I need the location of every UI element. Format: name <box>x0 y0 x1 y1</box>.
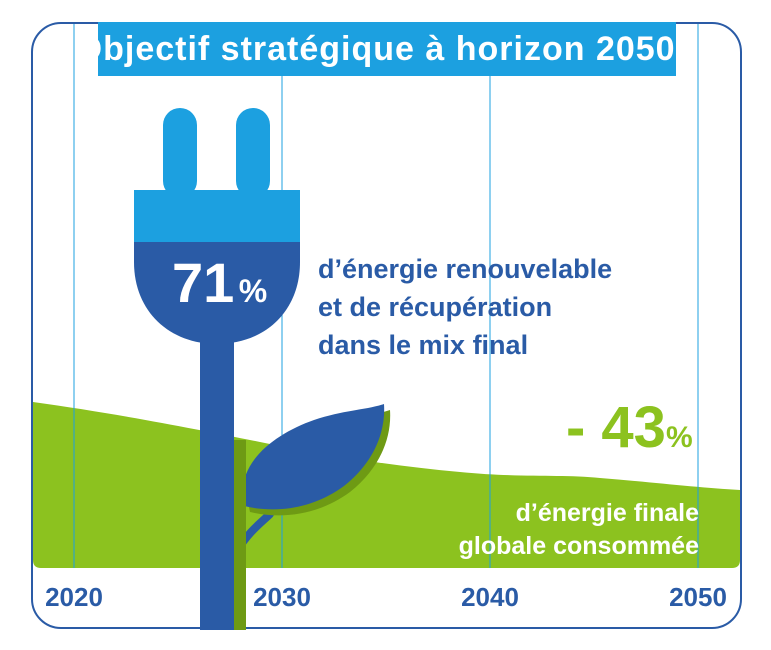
consumption-label-line: globale consommée <box>458 532 699 560</box>
tick-label-2040: 2040 <box>461 582 519 612</box>
consumption-unit: % <box>665 421 693 454</box>
renewable-number: 71 <box>172 251 235 314</box>
consumption-value: - 43% <box>566 394 693 461</box>
renewable-unit: % <box>238 273 268 309</box>
consumption-number: - 43 <box>566 395 666 460</box>
consumption-label: d’énergie finale globale consommée <box>459 497 699 563</box>
renewable-label-line: dans le mix final <box>318 330 529 360</box>
tick-label-2020: 2020 <box>45 582 103 612</box>
renewable-label-line: d’énergie renouvelable <box>318 254 613 284</box>
renewable-label-line: et de récupération <box>318 292 553 322</box>
cable-shadow <box>232 440 246 630</box>
consumption-label-line: d’énergie finale <box>515 499 699 527</box>
renewable-label: d’énergie renouvelable et de récupératio… <box>318 250 618 364</box>
plug-icon <box>134 108 300 630</box>
tick-label-2030: 2030 <box>253 582 311 612</box>
page-title: Objectif stratégique à horizon 2050 : <box>76 22 697 76</box>
tick-label-2050: 2050 <box>669 582 727 612</box>
renewable-value: 71 % <box>172 250 267 315</box>
